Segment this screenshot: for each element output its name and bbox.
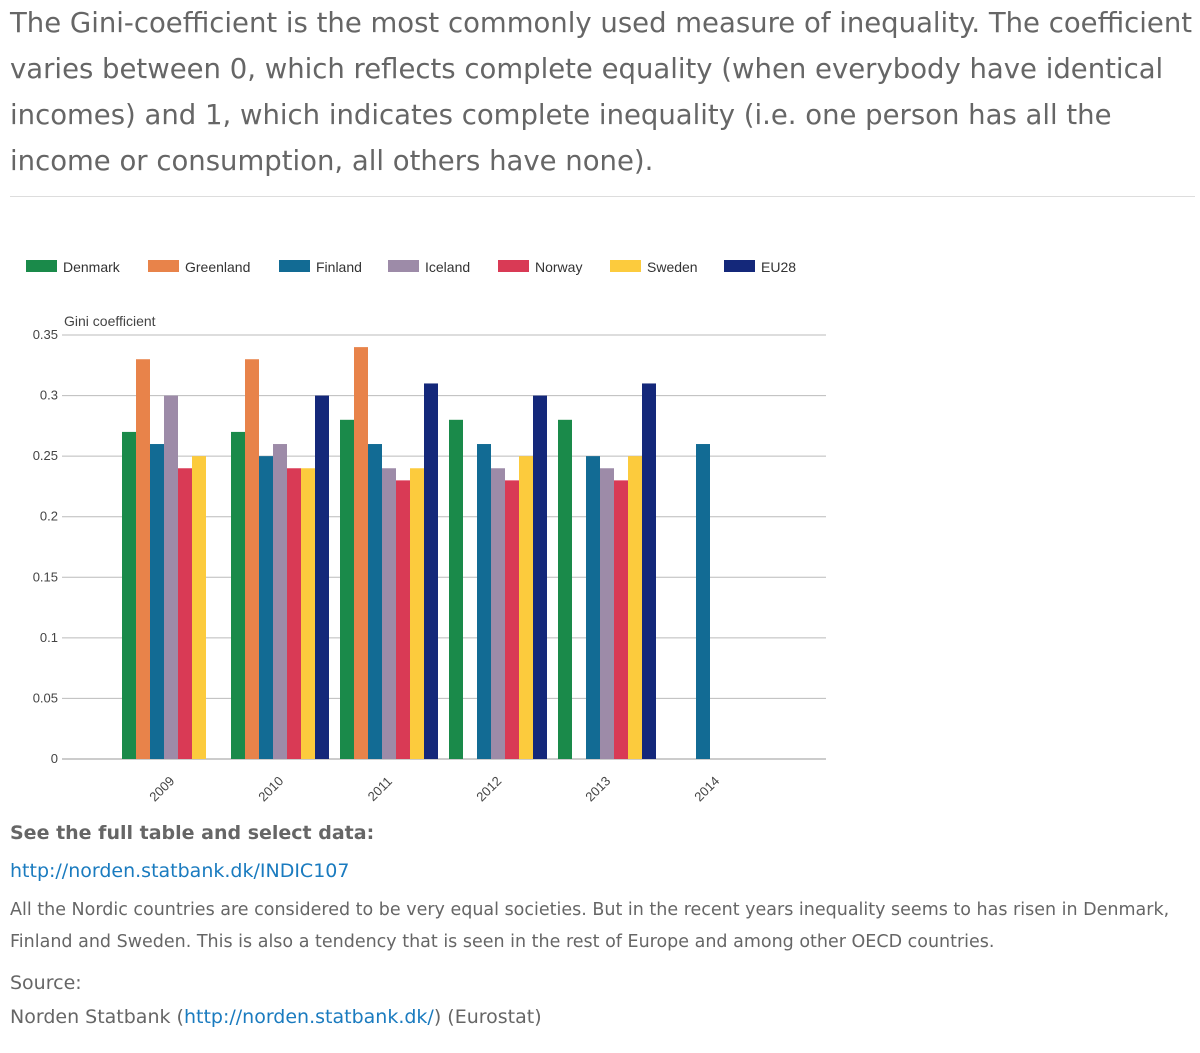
y-tick-label: 0.1 xyxy=(40,630,58,645)
y-tick-label: 0.15 xyxy=(33,569,58,584)
legend-swatch-denmark xyxy=(26,260,57,272)
x-axis-ticks: 2009 2010 2011 2012 2013 2014 xyxy=(146,773,722,804)
bar-iceland-2010 xyxy=(273,444,287,759)
legend-swatch-norway xyxy=(498,260,529,272)
x-tick-label: 2011 xyxy=(365,774,395,804)
source-label: Source: xyxy=(10,972,82,994)
bar-sweden-2010 xyxy=(301,468,315,759)
bar-sweden-2009 xyxy=(192,456,206,759)
legend-label-finland: Finland xyxy=(316,259,362,275)
bar-greenland-2009 xyxy=(136,359,150,759)
summary-paragraph: All the Nordic countries are considered … xyxy=(10,900,1170,952)
bar-finland-2009 xyxy=(150,444,164,759)
x-tick-label: 2009 xyxy=(146,773,177,804)
bar-eu28-2011 xyxy=(424,383,438,759)
legend-label-eu28: EU28 xyxy=(761,259,796,275)
bar-denmark-2012 xyxy=(449,419,463,759)
full-table-heading: See the full table and select data: xyxy=(10,822,375,844)
bar-sweden-2013 xyxy=(628,456,642,759)
bar-iceland-2009 xyxy=(164,395,178,759)
legend-label-greenland: Greenland xyxy=(185,259,250,275)
legend-swatch-iceland xyxy=(388,260,419,272)
bar-norway-2009 xyxy=(178,468,192,759)
bar-norway-2012 xyxy=(505,480,519,759)
legend-label-norway: Norway xyxy=(535,259,582,275)
y-tick-label: 0 xyxy=(51,751,58,766)
bar-finland-2014 xyxy=(696,444,710,759)
bar-greenland-2011 xyxy=(354,347,368,759)
bar-iceland-2013 xyxy=(600,468,614,759)
bar-iceland-2011 xyxy=(382,468,396,759)
gini-bar-chart: Denmark Greenland Finland Iceland Norway Swed… xyxy=(26,259,826,804)
bar-norway-2013 xyxy=(614,480,628,759)
x-tick-label: 2010 xyxy=(255,773,286,804)
bar-denmark-2009 xyxy=(122,431,136,759)
source-line: Norden Statbank (http://norden.statbank.… xyxy=(10,1006,542,1028)
bar-sweden-2012 xyxy=(519,456,533,759)
divider xyxy=(10,196,1195,197)
bar-denmark-2010 xyxy=(231,431,245,759)
bar-finland-2012 xyxy=(477,444,491,759)
bar-eu28-2010 xyxy=(315,395,329,759)
bar-finland-2013 xyxy=(586,456,600,759)
chart-bars xyxy=(122,347,710,759)
y-tick-label: 0.35 xyxy=(33,327,58,342)
y-tick-label: 0.25 xyxy=(33,448,58,463)
bar-greenland-2010 xyxy=(245,359,259,759)
x-tick-label: 2012 xyxy=(473,773,504,804)
legend-swatch-eu28 xyxy=(724,260,755,272)
y-axis-ticks: 0.35 0.3 0.25 0.2 0.15 0.1 0.05 0 xyxy=(33,327,58,766)
chart-legend: Denmark Greenland Finland Iceland Norway Swed… xyxy=(26,259,796,275)
bar-sweden-2011 xyxy=(410,468,424,759)
y-tick-label: 0.3 xyxy=(40,388,58,403)
bar-norway-2010 xyxy=(287,468,301,759)
bar-eu28-2013 xyxy=(642,383,656,759)
legend-swatch-finland xyxy=(279,260,310,272)
bar-iceland-2012 xyxy=(491,468,505,759)
source-suffix: ) (Eurostat) xyxy=(433,1006,542,1028)
statbank-table-link[interactable]: http://norden.statbank.dk/INDIC107 xyxy=(10,860,350,882)
legend-label-iceland: Iceland xyxy=(425,259,470,275)
y-axis-label: Gini coefficient xyxy=(64,313,156,329)
source-prefix: Norden Statbank ( xyxy=(10,1006,184,1028)
x-tick-label: 2013 xyxy=(582,773,613,804)
bar-norway-2011 xyxy=(396,480,410,759)
bar-denmark-2013 xyxy=(558,419,572,759)
bar-denmark-2011 xyxy=(340,419,354,759)
bar-finland-2010 xyxy=(259,456,273,759)
legend-swatch-greenland xyxy=(148,260,179,272)
bar-finland-2011 xyxy=(368,444,382,759)
bar-eu28-2012 xyxy=(533,395,547,759)
intro-paragraph: The Gini-coefficient is the most commonl… xyxy=(10,7,1193,177)
legend-swatch-sweden xyxy=(610,260,641,272)
y-tick-label: 0.2 xyxy=(40,509,58,524)
y-tick-label: 0.05 xyxy=(33,690,58,705)
statbank-source-link[interactable]: http://norden.statbank.dk/ xyxy=(183,1006,434,1028)
legend-label-sweden: Sweden xyxy=(647,259,698,275)
legend-label-denmark: Denmark xyxy=(63,259,121,275)
x-tick-label: 2014 xyxy=(691,773,722,804)
